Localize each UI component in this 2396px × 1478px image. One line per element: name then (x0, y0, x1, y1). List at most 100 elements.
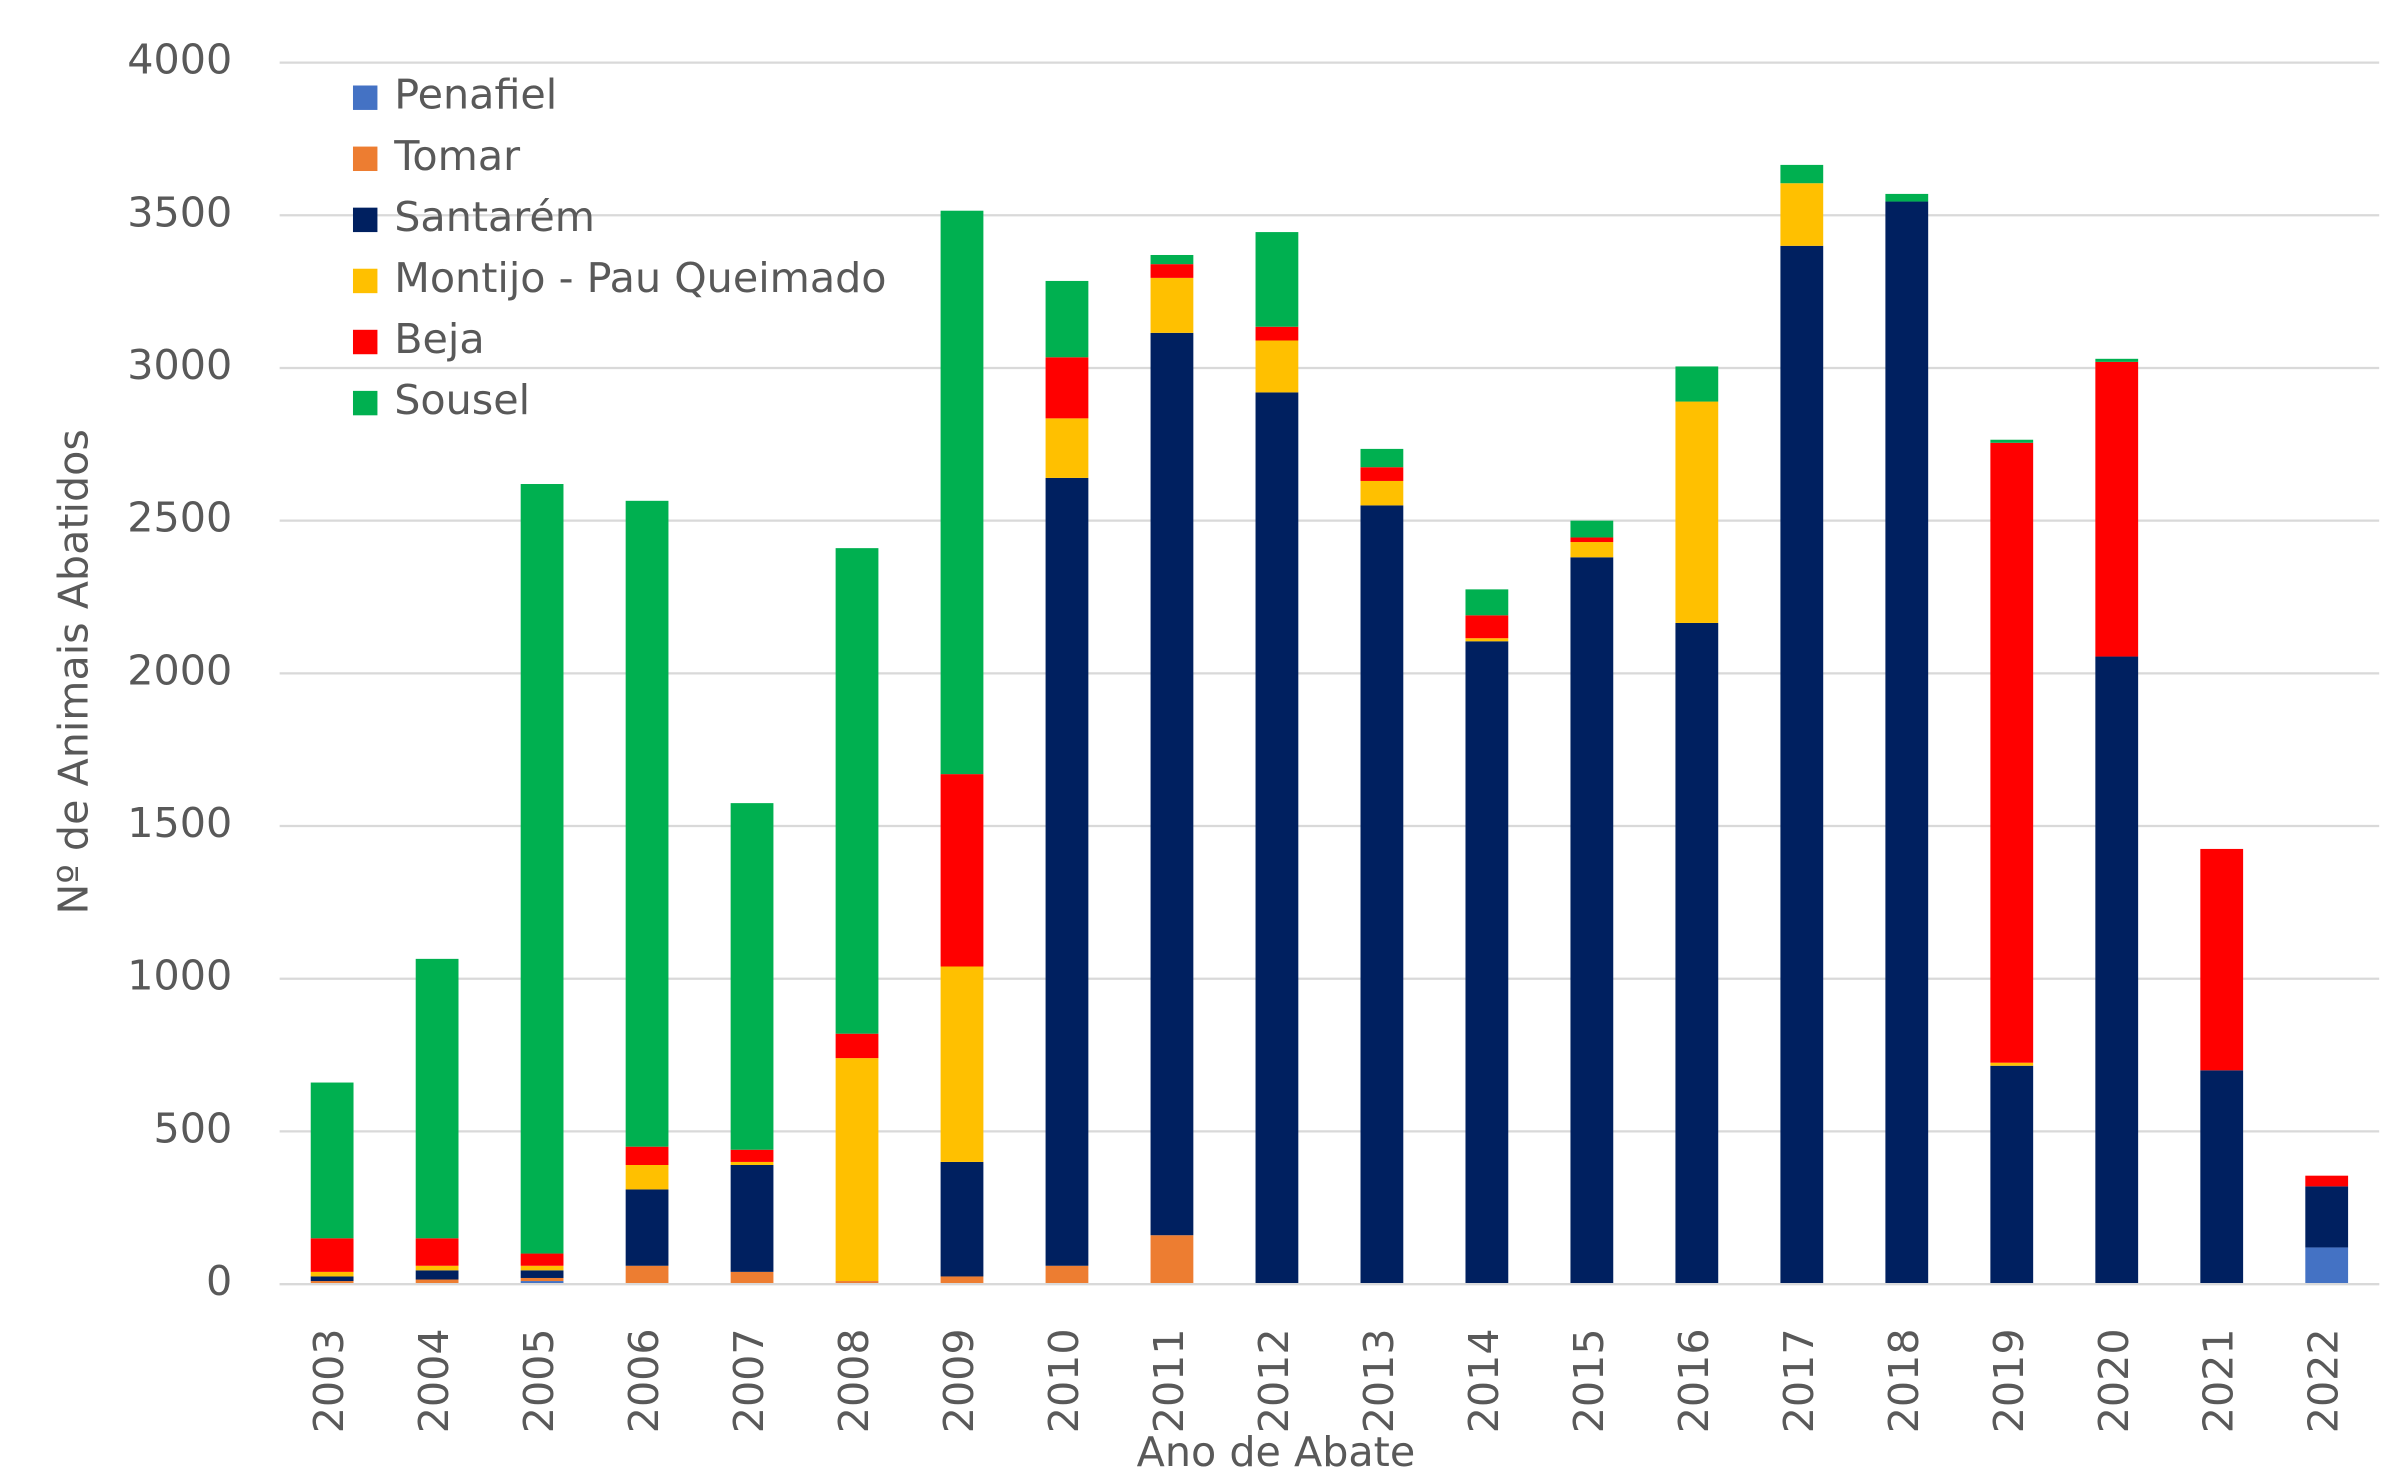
bar-segment (1045, 477, 1089, 1266)
bar-segment (1885, 193, 1929, 202)
bar-segment (1780, 245, 1824, 1285)
x-tick-label: 2003 (305, 1328, 353, 1433)
bar-segment (1780, 164, 1824, 184)
x-tick-label: 2018 (1880, 1328, 1928, 1433)
bar-segment (2305, 1186, 2349, 1248)
legend-swatch (352, 85, 378, 110)
bar-segment (2305, 1175, 2349, 1187)
legend-label: Tomar (393, 132, 520, 180)
bar-segment (625, 1189, 669, 1266)
bar-segment (835, 1281, 879, 1285)
bar-segment (520, 1265, 564, 1271)
y-tick-label: 4000 (127, 36, 232, 84)
bar-segment (1465, 589, 1509, 616)
y-tick-label: 1000 (127, 952, 232, 1000)
bar-segment (835, 1058, 879, 1282)
bar-segment (940, 210, 984, 775)
x-tick-label: 2008 (830, 1328, 878, 1433)
legend-label: Sousel (394, 376, 530, 424)
bar-segment (520, 1277, 564, 1282)
bar-segment (1990, 1065, 2034, 1285)
bar-segment (1150, 277, 1194, 333)
bar-segment (1885, 201, 1929, 1285)
legend-label: Penafiel (394, 71, 557, 119)
legend-swatch (352, 146, 378, 172)
bar-segment (1465, 638, 1509, 642)
legend-swatch (352, 207, 378, 233)
bar-segment (2305, 1247, 2349, 1285)
y-tick-label: 500 (154, 1104, 233, 1152)
y-tick-label: 0 (206, 1257, 232, 1305)
bar-segment (1360, 505, 1404, 1285)
bar-segment (625, 1265, 669, 1285)
legend-swatch (352, 268, 378, 294)
y-axis-title: Nº de Animais Abatidos (49, 429, 97, 914)
bar-segment (1150, 332, 1194, 1236)
bar-segment (940, 1161, 984, 1277)
legend-label: Montijo - Pau Queimado (394, 254, 886, 302)
legend-label: Santarém (394, 193, 595, 241)
bar-segment (520, 484, 564, 1254)
bar-segment (1675, 401, 1719, 623)
x-tick-label: 2022 (2300, 1328, 2348, 1433)
bar-segment (1570, 537, 1614, 543)
bar-segment (2200, 1070, 2244, 1285)
bar-segment (2095, 358, 2139, 362)
x-tick-label: 2004 (410, 1328, 458, 1433)
bar-segment (940, 966, 984, 1162)
x-tick-label: 2012 (1250, 1328, 1298, 1433)
bar-segment (1045, 418, 1089, 478)
bar-segment (940, 1276, 984, 1285)
bar-segment (2200, 848, 2244, 1071)
x-tick-label: 2017 (1775, 1328, 1823, 1433)
bar-segment (730, 1149, 774, 1162)
bar-segment (1990, 1062, 2034, 1066)
legend-label: Beja (394, 315, 484, 363)
bar-segment (2095, 361, 2139, 657)
bar-segment (835, 548, 879, 1034)
bar-segment (1570, 542, 1614, 558)
bar-segment (730, 803, 774, 1150)
bar-segment (835, 1033, 879, 1059)
bar-segment (310, 1238, 354, 1272)
bar-segment (1150, 1235, 1194, 1285)
x-tick-label: 2014 (1460, 1328, 1508, 1433)
bar-segment (1045, 280, 1089, 358)
bar-segment (1255, 326, 1299, 341)
bar-segment (1360, 448, 1404, 468)
bar-segment (2095, 656, 2139, 1285)
x-tick-label: 2021 (2195, 1328, 2243, 1433)
x-tick-label: 2013 (1355, 1328, 1403, 1433)
x-tick-label: 2007 (725, 1328, 773, 1433)
bar-segment (1570, 557, 1614, 1285)
bar-segment (1255, 392, 1299, 1285)
bar-segment (1570, 520, 1614, 538)
bar-segment (1255, 232, 1299, 327)
y-tick-label: 2000 (127, 646, 232, 694)
y-tick-label: 1500 (127, 799, 232, 847)
bar-segment (310, 1082, 354, 1239)
bar-segment (1360, 467, 1404, 481)
bar-segment (1675, 366, 1719, 402)
x-axis-title: Ano de Abate (1137, 1428, 1416, 1476)
bar-segment (1990, 439, 2034, 443)
bar-segment (1255, 340, 1299, 393)
bar-segment (520, 1253, 564, 1266)
bar-segment (1465, 615, 1509, 639)
bar-segment (520, 1281, 564, 1285)
bar-segment (1045, 357, 1089, 419)
bar-segment (415, 1265, 459, 1271)
bar-segment (310, 1271, 354, 1277)
x-tick-label: 2020 (2090, 1328, 2138, 1433)
bar-segment (730, 1161, 774, 1165)
x-tick-label: 2005 (515, 1328, 563, 1433)
bar-segment (1360, 480, 1404, 506)
bar-segment (1465, 641, 1509, 1285)
bar-segment (625, 500, 669, 1147)
bar-segment (310, 1281, 354, 1285)
legend-swatch (352, 390, 378, 416)
y-tick-label: 3000 (127, 341, 232, 389)
bar-segment (1150, 254, 1194, 265)
bar-segment (1150, 264, 1194, 278)
